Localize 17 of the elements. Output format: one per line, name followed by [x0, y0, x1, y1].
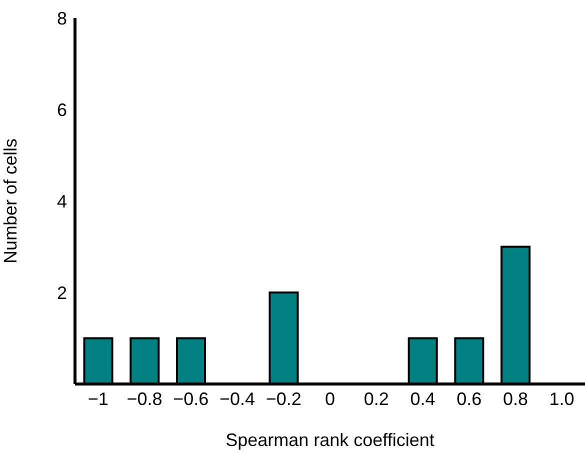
x-tick-label: 0.8	[502, 388, 528, 409]
y-tick-label: 4	[56, 191, 67, 212]
x-tick-label: 0.2	[364, 388, 389, 409]
y-tick-label: 6	[56, 100, 67, 120]
x-tick-label: −0.8	[126, 388, 162, 409]
x-tick-label: −0.6	[173, 388, 209, 409]
x-axis-title: Spearman rank coefficient	[226, 430, 434, 450]
y-tick-label: 2	[56, 282, 67, 303]
y-axis-title: Number of cells	[0, 138, 20, 264]
x-tick-label: −0.4	[220, 388, 256, 409]
x-tick-label: 0.4	[410, 388, 436, 409]
x-tick-label: 0	[324, 388, 336, 409]
x-tick-label: 1.0	[549, 388, 574, 409]
x-tick-label: 0.6	[456, 388, 482, 409]
x-tick-label: −1	[88, 388, 108, 409]
y-tick-label: 8	[56, 8, 67, 28]
x-tick-label: −0.2	[266, 388, 302, 409]
